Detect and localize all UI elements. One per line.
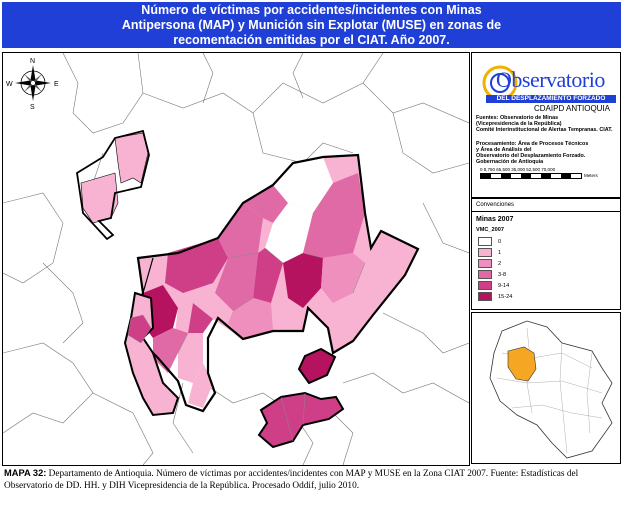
legend-item: 1 [478,248,501,257]
sources-line-1: Fuentes: Observatorio de Minas [476,115,559,121]
compass-s: S [30,104,35,111]
compass-e: E [54,81,59,88]
legend-swatch [478,237,492,246]
inset-colombia-map [489,320,613,459]
legend-box: Convenciones Minas 2007 VMC_2007 0 1 2 3-8 9… [471,198,621,310]
title-line-1: Número de víctimas por accidentes/incide… [141,2,482,17]
logo-name: Observatorio [496,67,605,92]
legend-label: 0 [498,238,502,245]
legend-label: 1 [498,249,502,256]
sources-line-3: Comité Interinstitucional de Alertas Tem… [476,127,613,133]
antioquia-highlight [507,346,537,382]
info-box: Observatorio DEL DESPLAZAMIENTO FORZADO … [471,52,621,198]
caption-text: Departamento de Antioquia. Número de víc… [4,469,579,491]
region-uraba [76,129,150,241]
legend-label: 3-8 [498,271,507,278]
legend-item: 15-24 [478,292,512,301]
processing-line-3: Observatorio del Desplazamiento Forzado. [476,153,586,159]
sources-line-2: (Vicepresidencia de la República) [476,121,562,127]
legend-swatch [478,259,492,268]
logo-band: DEL DESPLAZAMIENTO FORZADO [486,95,616,103]
scale-unit: Meters [584,173,598,178]
region-central [136,153,420,413]
legend-field: VMC_2007 [476,227,504,233]
processing-line-2: y Área de Análisis del [476,147,532,153]
legend-item: 3-8 [478,270,506,279]
processing-line-1: Procesamiento: Área de Procesos Técnicos [476,141,589,147]
map-caption: MAPA 32: Departamento de Antioquia. Núme… [4,468,621,492]
legend-swatch [478,270,492,279]
region-south [257,347,345,449]
logo-sub: CDAIPD ANTIOQUIA [534,104,611,113]
region-west [123,291,180,417]
legend-title: Minas 2007 [476,216,514,223]
title-line-3: recomentación emitidas por el CIAT. Año … [173,32,450,47]
scale-bar [480,173,582,179]
compass-w: W [6,81,13,88]
compass-rose-icon [15,65,51,101]
compass-n: N [30,58,35,65]
legend-swatch [478,292,492,301]
map-title: Número de víctimas por accidentes/incide… [2,2,621,48]
legend-item: 0 [478,237,501,246]
legend-label: 9-14 [498,282,510,289]
title-line-2: Antipersona (MAP) y Munición sin Explota… [121,17,502,32]
scale-label: 0 8,750 65,500 35,000 52,500 70,000 [480,167,556,172]
legend-swatch [478,248,492,257]
inset-map-box [471,312,621,464]
side-panel: Observatorio DEL DESPLAZAMIENTO FORZADO … [471,52,621,464]
legend-item: 9-14 [478,281,509,290]
processing-line-4: Gobernación de Antioquia [476,159,544,165]
legend-label: 15-24 [498,293,513,300]
legend-label: 2 [498,260,502,267]
caption-label: MAPA 32: [4,468,47,478]
main-map: N S W E [2,52,470,466]
legend-swatch [478,281,492,290]
municipality-map: N S W E [3,53,469,465]
legend-item: 2 [478,259,501,268]
legend-header: Convenciones [476,202,515,208]
